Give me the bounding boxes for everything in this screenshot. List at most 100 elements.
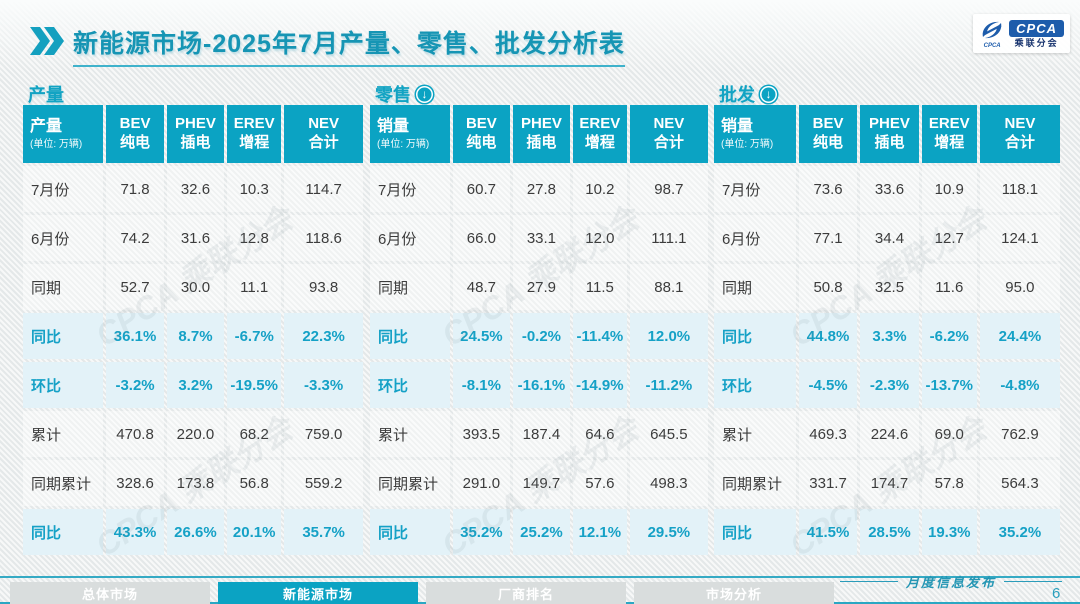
row-label: 同期累计 [370,460,450,506]
value-cell: 57.8 [921,460,977,506]
column-header: PHEV 插电 [512,105,570,163]
value-cell: 12.0 [572,215,627,261]
value-cell: 224.6 [860,411,919,457]
row-label: 同期 [23,264,104,310]
section-title-production: 产量 [28,81,64,107]
column-header-line2: 插电 [874,134,905,151]
tab-manufacturer-ranking[interactable]: 厂商排名 [426,582,626,604]
section-label: 产量 [28,85,64,105]
value-cell: 68.2 [227,411,282,457]
value-cell: 8.7% [166,313,225,359]
value-cell: 10.2 [572,166,627,212]
data-table: 产量 (单位: 万辆) BEV 纯电 PHEV 插电 EREV 增程 NEV 合计 7月份 71.8 3… [20,102,366,558]
value-cell: 12.7 [921,215,977,261]
row-label: 同比 [370,509,450,555]
table-row: 同期 48.7 27.9 11.5 88.1 [370,264,708,310]
value-cell: 60.7 [452,166,510,212]
value-cell: 34.4 [860,215,919,261]
value-cell: 35.7% [284,509,363,555]
column-header: BEV 纯电 [452,105,510,163]
row-label: 6月份 [370,215,450,261]
value-cell: 762.9 [979,411,1060,457]
value-cell: 149.7 [512,460,570,506]
table-unit-label: (单位: 万辆) [377,138,430,150]
column-header: EREV 增程 [227,105,282,163]
bottom-nav: 总体市场 新能源市场 厂商排名 市场分析 [10,582,834,604]
value-cell: 118.6 [284,215,363,261]
value-cell: 30.0 [166,264,225,310]
table-row: 同比 43.3% 26.6% 20.1% 35.7% [23,509,363,555]
value-cell: -3.3% [284,362,363,408]
decorative-rule [1004,581,1063,582]
logo-abbr: CPCA [1009,19,1064,37]
value-cell: 27.9 [512,264,570,310]
table-row: 同期 50.8 32.5 11.6 95.0 [714,264,1060,310]
column-header-line1: PHEV [869,115,910,133]
value-cell: -11.4% [572,313,627,359]
column-header-line2: 纯电 [120,134,151,151]
value-cell: -2.3% [860,362,919,408]
table-row: 同期累计 291.0 149.7 57.6 498.3 [370,460,708,506]
column-header-line2: 增程 [934,134,965,151]
value-cell: 98.7 [629,166,708,212]
value-cell: 173.8 [166,460,225,506]
value-cell: 88.1 [629,264,708,310]
value-cell: 44.8% [798,313,858,359]
value-cell: 331.7 [798,460,858,506]
data-table: 销量 (单位: 万辆) BEV 纯电 PHEV 插电 EREV 增程 NEV 合计 7月份 60.7 2… [367,102,711,558]
value-cell: 66.0 [452,215,510,261]
table-row: 7月份 71.8 32.6 10.3 114.7 [23,166,363,212]
section-label: 零售 [375,85,411,105]
column-header-line1: NEV [653,115,685,133]
value-cell: 187.4 [512,411,570,457]
value-cell: 11.5 [572,264,627,310]
value-cell: 12.1% [572,509,627,555]
tab-nev-market[interactable]: 新能源市场 [218,582,418,604]
value-cell: 32.6 [166,166,225,212]
value-cell: 48.7 [452,264,510,310]
section-title-wholesale: 批发 ↓ [719,81,777,107]
cpca-logo: CPCA CPCA 乘联分会 [973,14,1070,53]
table-unit-label: (单位: 万辆) [30,138,83,150]
value-cell: 470.8 [106,411,164,457]
table-title-cell: 销量 (单位: 万辆) [370,105,450,163]
double-chevron-icon [30,27,64,55]
emblem-caption: CPCA [983,43,1001,49]
column-header-line1: PHEV [521,115,562,133]
table-row: 环比 -4.5% -2.3% -13.7% -4.8% [714,362,1060,408]
value-cell: 11.1 [227,264,282,310]
column-header-line2: 合计 [653,134,684,151]
value-cell: 35.2% [452,509,510,555]
value-cell: 56.8 [227,460,282,506]
value-cell: -13.7% [921,362,977,408]
column-header: PHEV 插电 [166,105,225,163]
table-unit-label: (单位: 万辆) [721,138,774,150]
table-row: 累计 469.3 224.6 69.0 762.9 [714,411,1060,457]
column-header-line1: BEV [465,115,497,133]
value-cell: 559.2 [284,460,363,506]
column-header: BEV 纯电 [798,105,858,163]
value-cell: 33.1 [512,215,570,261]
value-cell: 35.2% [979,509,1060,555]
tab-overall-market[interactable]: 总体市场 [10,582,210,604]
row-label: 累计 [23,411,104,457]
value-cell: -19.5% [227,362,282,408]
down-arrow-icon: ↓ [760,85,777,103]
row-label: 环比 [23,362,104,408]
value-cell: 33.6 [860,166,919,212]
value-cell: 41.5% [798,509,858,555]
table-row: 6月份 74.2 31.6 12.8 118.6 [23,215,363,261]
page-number: 6 [1052,585,1061,602]
value-cell: 93.8 [284,264,363,310]
row-label: 累计 [370,411,450,457]
row-label: 同期 [714,264,796,310]
value-cell: -4.8% [979,362,1060,408]
value-cell: 27.8 [512,166,570,212]
column-header: NEV 合计 [629,105,708,163]
value-cell: -14.9% [572,362,627,408]
down-arrow-icon: ↓ [416,85,433,103]
wholesale-table-container: CPCA 乘联分会 CPCA 乘联分会 销量 (单位: 万辆) BEV 纯电 PHEV 插… [711,102,1063,563]
tab-market-analysis[interactable]: 市场分析 [634,582,834,604]
row-label: 同比 [23,313,104,359]
